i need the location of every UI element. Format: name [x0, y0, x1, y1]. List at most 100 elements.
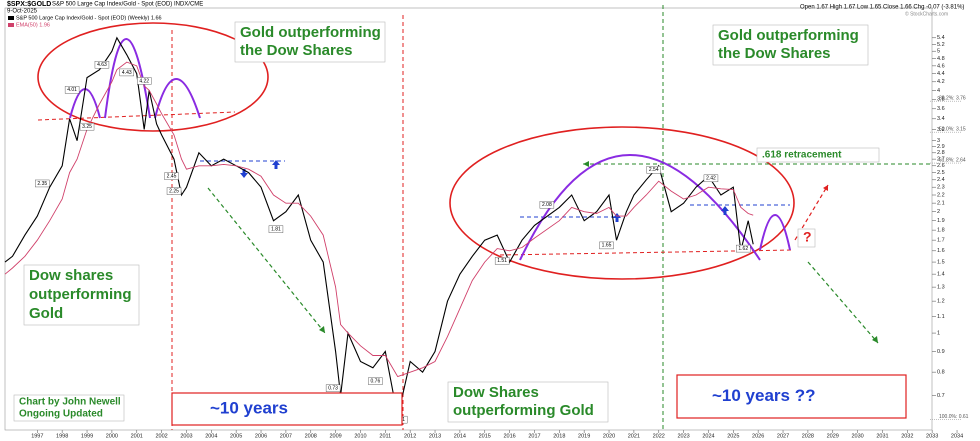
annotation-text: outperforming: [29, 286, 132, 303]
annotation-text: ~10 years ??: [712, 386, 816, 405]
point-label-box: [703, 174, 719, 183]
point-label: 2.25: [169, 188, 179, 194]
point-label: 0.76: [371, 378, 381, 384]
arrow-head: [583, 161, 589, 167]
point-label: 1.51: [497, 258, 507, 264]
x-tick-label: 2012: [404, 433, 416, 439]
x-tick-label: 2031: [876, 433, 888, 439]
annotation-box: [797, 228, 816, 248]
x-tick-label: 2004: [205, 433, 217, 439]
x-tick-label: 2003: [180, 433, 192, 439]
x-tick-label: 2019: [578, 433, 590, 439]
x-tick-label: 2009: [329, 433, 341, 439]
point-label-box: [35, 179, 50, 188]
point-label: 2.54: [649, 167, 659, 173]
y-tick-label: 4.8: [937, 56, 945, 62]
marker-arrow: [721, 206, 729, 215]
y-tick-label: 3.4: [937, 116, 945, 122]
annotation-text: Gold: [29, 305, 63, 322]
point-label: 1.65: [602, 243, 612, 249]
x-tick-label: 2010: [354, 433, 366, 439]
annotation-text: Ongoing Updated: [19, 409, 103, 420]
x-tick-label: 1999: [81, 433, 93, 439]
point-label: 4.22: [139, 78, 149, 84]
fib-label: 61.8%: 2.64: [939, 157, 966, 163]
x-tick-label: 2022: [653, 433, 665, 439]
point-label-box: [325, 384, 341, 392]
x-tick-label: 2033: [926, 433, 938, 439]
y-tick-label: 2.7: [937, 157, 945, 163]
y-tick-label: 4.6: [937, 63, 945, 69]
point-label: 1.62: [738, 246, 748, 252]
x-tick-label: 2018: [553, 433, 565, 439]
y-tick-label: 1.9: [937, 218, 945, 224]
legend-label: S&P 500 Large Cap Index/Gold - Spot (EOD…: [16, 15, 162, 21]
chart-date: 9-Oct-2025: [7, 9, 38, 15]
plot-frame: [4, 7, 933, 431]
y-tick-label: 0.9: [937, 349, 945, 355]
point-label-box: [119, 68, 135, 77]
annotation-text: Gold outperforming: [718, 27, 859, 44]
annotation-box: [234, 21, 386, 63]
y-tick-label: 3: [937, 138, 940, 144]
y-tick-label: 4.4: [937, 71, 945, 77]
point-label: 2.08: [542, 202, 552, 208]
x-tick-label: 2026: [752, 433, 764, 439]
y-tick-label: 5.4: [937, 35, 945, 41]
annotation-text: the Dow Shares: [718, 45, 831, 62]
x-tick-label: 2014: [454, 433, 466, 439]
point-label-box: [268, 225, 284, 233]
point-label-box: [646, 166, 661, 174]
y-tick-label: 2.2: [937, 192, 945, 198]
x-tick-label: 2008: [305, 433, 317, 439]
x-tick-label: 2000: [106, 433, 118, 439]
y-tick-label: 4.2: [937, 79, 945, 85]
arrow-head: [319, 326, 325, 333]
y-tick-label: 2.9: [937, 144, 945, 150]
y-tick-label: 1.4: [937, 272, 945, 278]
x-tick-label: 2020: [603, 433, 615, 439]
x-tick-label: 2034: [951, 433, 963, 439]
y-tick-label: 1.5: [937, 260, 945, 266]
x-tick-label: 2015: [479, 433, 491, 439]
x-tick-label: 2007: [280, 433, 292, 439]
emphasis-ellipse: [449, 126, 795, 280]
arrow-head: [823, 185, 828, 191]
x-tick-label: 2027: [777, 433, 789, 439]
legend-swatch: [8, 16, 14, 20]
y-tick-label: 3.8: [937, 97, 945, 103]
marker-arrow: [240, 169, 248, 178]
emphasis-ellipse: [37, 22, 269, 132]
y-tick-label: 1.3: [937, 285, 945, 291]
x-tick-label: 2001: [131, 433, 143, 439]
point-label: 3.25: [82, 124, 92, 130]
x-tick-label: 2017: [528, 433, 540, 439]
y-tick-label: 3.2: [937, 127, 945, 133]
x-tick-label: 2028: [802, 433, 814, 439]
annotation-text: Chart by John Newell: [19, 397, 121, 408]
y-tick-label: 1.6: [937, 248, 945, 254]
chart-subtitle: S&P 500 Large Cap Index/Gold - Spot (EOD…: [52, 2, 203, 8]
legend-label: EMA(50) 1.96: [16, 22, 50, 28]
arc: [519, 154, 761, 261]
projection-arrow: [807, 261, 879, 344]
y-tick-label: 5.2: [937, 42, 945, 48]
annotation-text: .618 retracement: [762, 150, 842, 161]
point-label: 2.42: [706, 176, 716, 182]
annotation-box: [712, 24, 869, 66]
chart-title: $SPX:$GOLD: [7, 1, 51, 8]
x-tick-label: 2013: [429, 433, 441, 439]
legend-swatch: [8, 23, 14, 27]
y-tick-label: 1.8: [937, 228, 945, 234]
x-tick-label: 2011: [379, 433, 391, 439]
y-tick-label: 3.6: [937, 106, 945, 112]
point-label: 4.01: [67, 87, 77, 93]
y-tick-label: 2.3: [937, 185, 945, 191]
fib-label: 38.2%: 3.76: [939, 95, 966, 101]
x-tick-label: 2005: [230, 433, 242, 439]
arrow-head: [872, 336, 878, 343]
annotation-text: ~10 years: [210, 398, 288, 417]
point-label-box: [736, 244, 751, 253]
